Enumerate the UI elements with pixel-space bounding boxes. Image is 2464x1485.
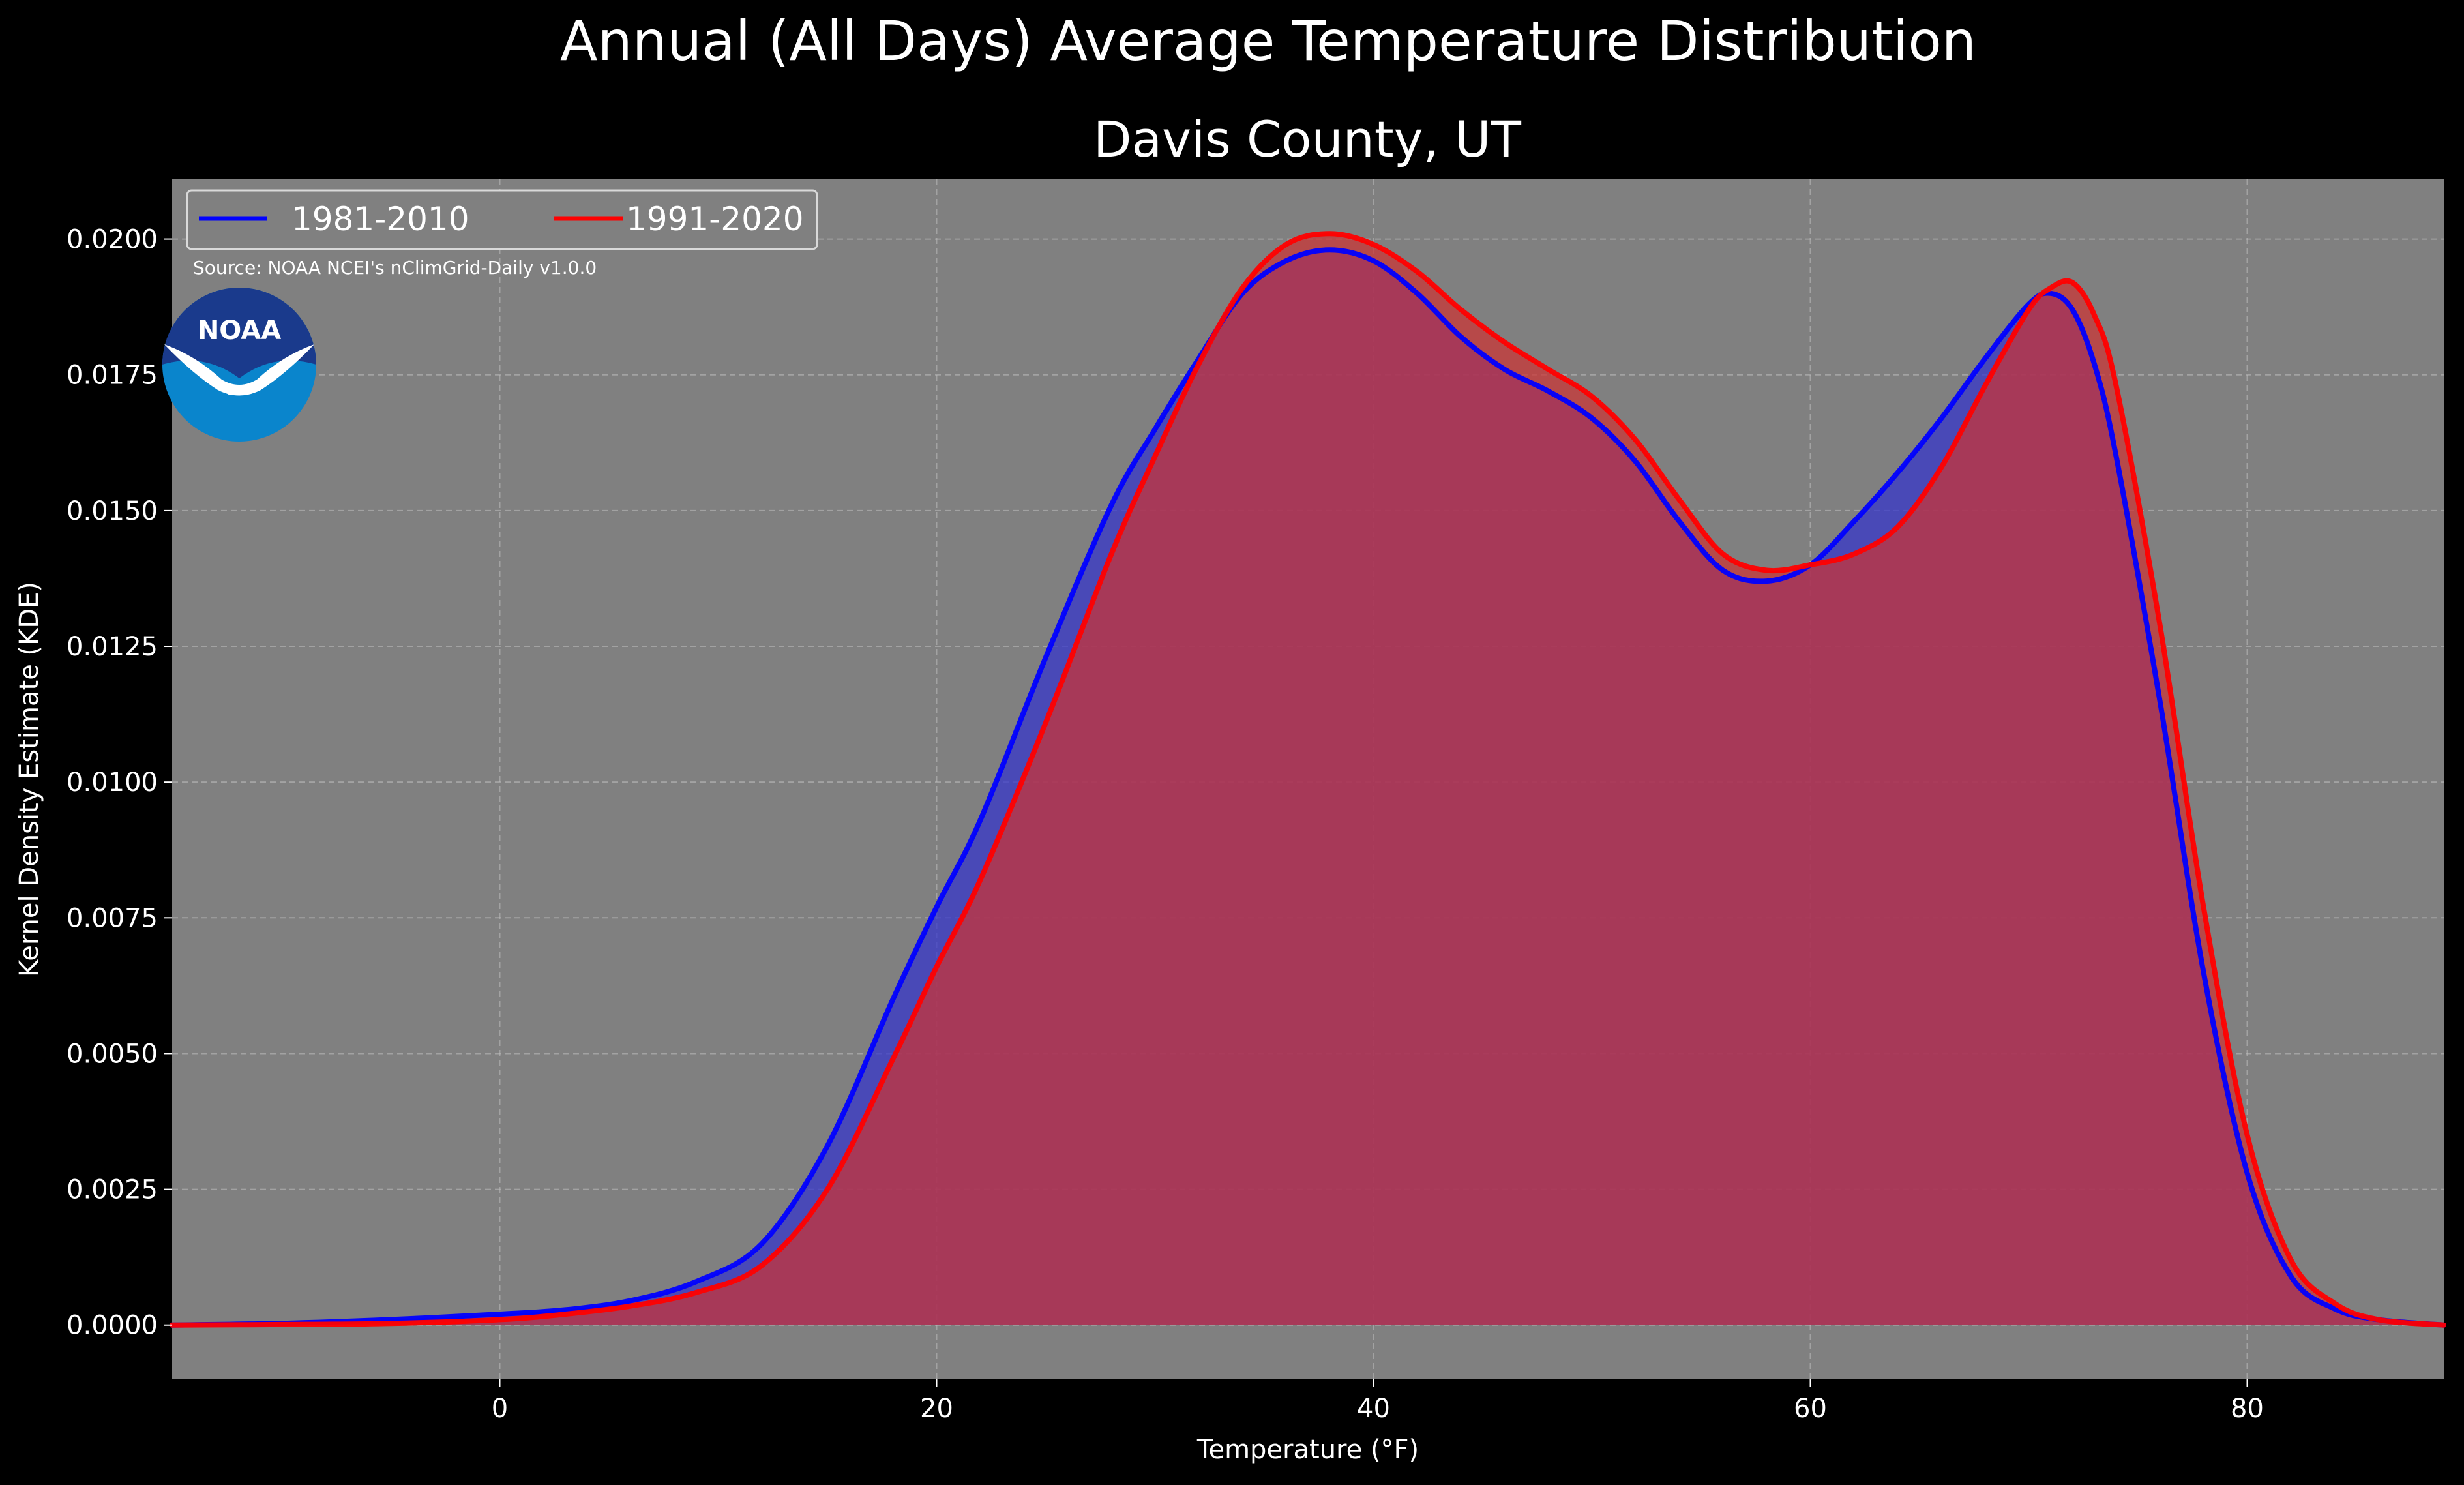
x-tick-label: 20 xyxy=(920,1394,953,1424)
y-axis-label: Kernel Density Estimate (KDE) xyxy=(14,582,44,977)
chart-subtitle: Davis County, UT xyxy=(1093,110,1522,168)
y-tick-label: 0.0050 xyxy=(67,1039,158,1069)
chart-title: Annual (All Days) Average Temperature Di… xyxy=(560,9,1976,73)
y-tick-label: 0.0000 xyxy=(67,1311,158,1341)
source-annotation: Source: NOAA NCEI's nClimGrid-Daily v1.0… xyxy=(193,257,597,278)
noaa-logo-text: NOAA xyxy=(198,316,281,346)
density-lines xyxy=(170,231,2446,1328)
x-axis-label: Temperature (°F) xyxy=(1196,1435,1419,1465)
x-tick-label: 0 xyxy=(492,1394,508,1424)
y-tick-label: 0.0125 xyxy=(67,632,158,662)
noaa-logo: NOAA xyxy=(162,288,316,442)
area-1991-2020 xyxy=(172,233,2444,1325)
y-tick-label: 0.0025 xyxy=(67,1175,158,1205)
x-tick-label: 60 xyxy=(1794,1394,1827,1424)
y-tick-label: 0.0075 xyxy=(67,903,158,933)
legend-label-1991-2020: 1991-2020 xyxy=(626,200,804,238)
y-tick-label: 0.0200 xyxy=(67,225,158,255)
line-1981-2010 xyxy=(170,247,2446,1328)
x-tick-label: 40 xyxy=(1357,1394,1390,1424)
legend-box xyxy=(186,189,818,250)
density-areas xyxy=(172,233,2444,1325)
y-tick-label: 0.0175 xyxy=(67,361,158,391)
line-1991-2020 xyxy=(170,231,2446,1328)
legend: 1981-2010 1991-2020 xyxy=(186,189,818,250)
axis-ticks: 0.0000 0.0025 0.0050 0.0075 0.0100 0.0125 0.01… xyxy=(67,225,2264,1424)
y-tick-label: 0.0100 xyxy=(67,768,158,798)
legend-label-1981-2010: 1981-2010 xyxy=(291,200,469,238)
x-tick-label: 80 xyxy=(2231,1394,2264,1424)
y-tick-label: 0.0150 xyxy=(67,496,158,526)
